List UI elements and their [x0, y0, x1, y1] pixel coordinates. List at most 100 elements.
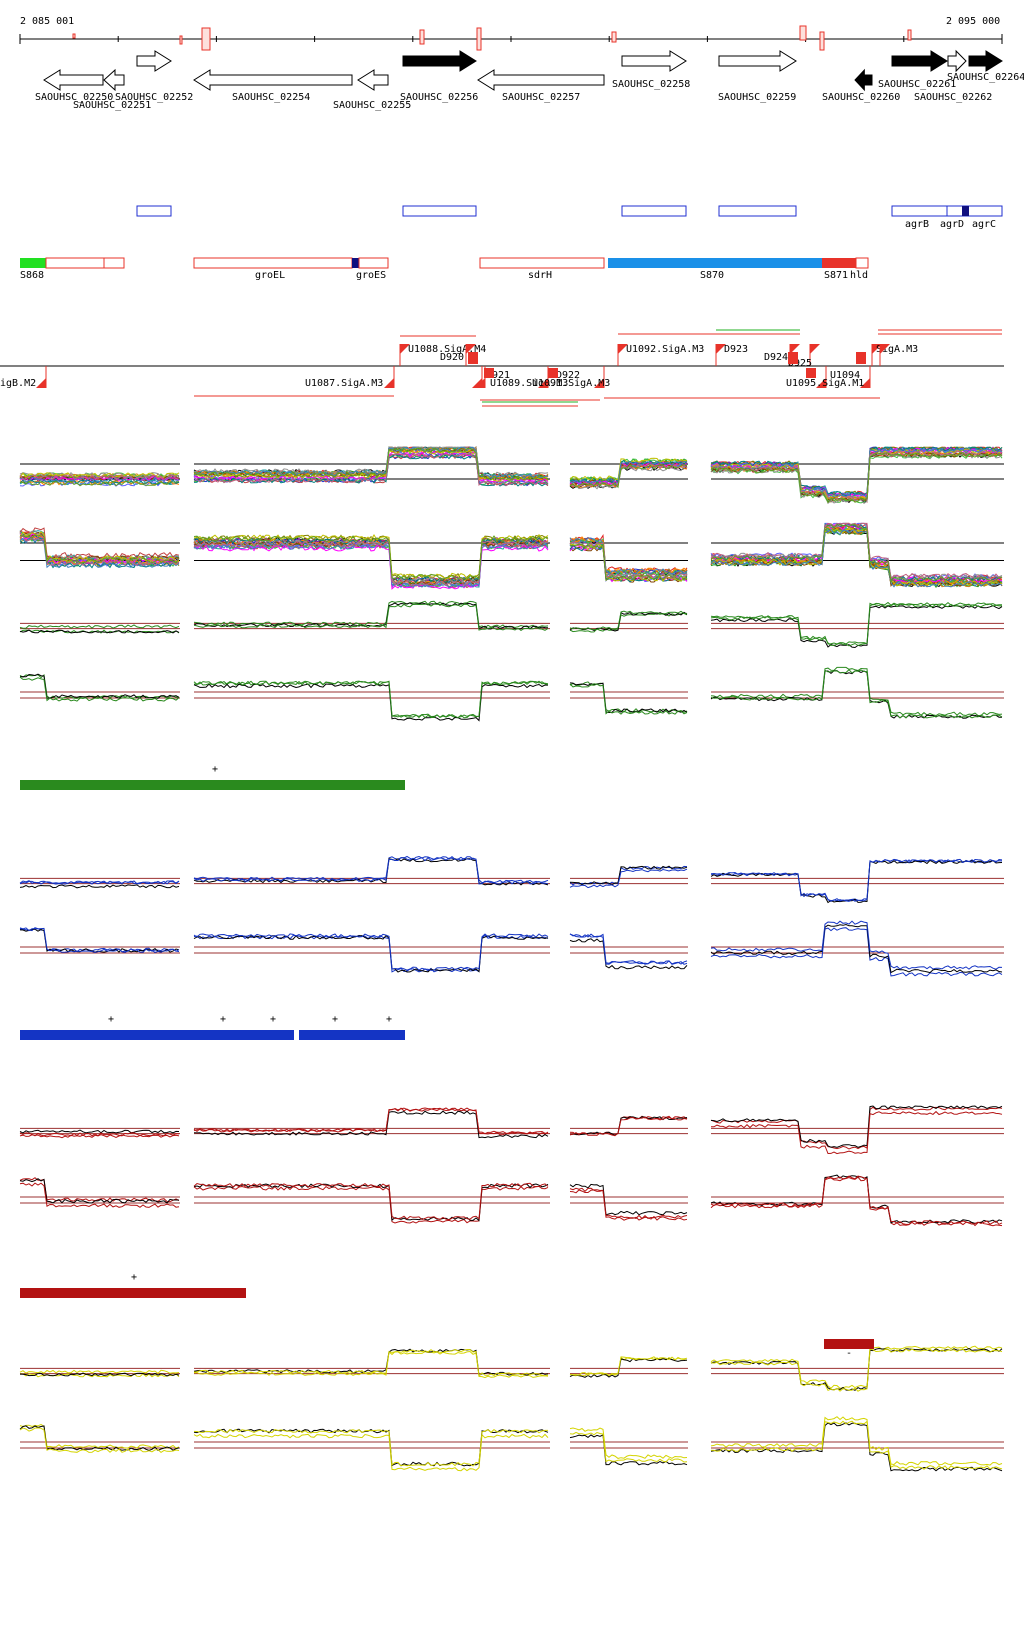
arrow-right-icon — [136, 50, 172, 72]
promoter-flag: U1094 — [816, 366, 860, 388]
terminator-block — [468, 352, 478, 364]
segment-bar — [20, 1288, 246, 1298]
expression-trace — [569, 543, 688, 582]
ruler-rna-mark — [419, 29, 425, 45]
ruler-rna-marks — [72, 25, 912, 51]
expression-trace — [710, 670, 1003, 719]
expression-trace — [710, 859, 1003, 902]
gene-feature: SAOUHSC_02255 — [333, 69, 411, 111]
promoter-label: igB.M2 — [0, 378, 36, 389]
rna-segment — [45, 257, 105, 269]
expression-trace — [569, 865, 688, 886]
expression-trace — [569, 868, 688, 889]
expression-trace — [710, 859, 1003, 904]
arrow-right-icon — [968, 50, 1003, 72]
flag-right-icon — [790, 344, 800, 354]
expression-trace — [569, 1356, 688, 1377]
strand-mark: - — [846, 1348, 852, 1359]
rna-segment-label: S868 — [20, 270, 44, 281]
gene-feature: SAOUHSC_02261 — [878, 50, 956, 90]
expression-trace — [19, 476, 180, 483]
promoter-label: U1094 — [830, 370, 860, 381]
promoter-flag: D923 — [715, 344, 748, 366]
expression-trace — [193, 934, 549, 973]
promoter-label: U1087.SigA.M3 — [305, 378, 383, 389]
expression-trace — [710, 1347, 1003, 1391]
segment-bar — [20, 1030, 294, 1040]
expression-trace — [193, 683, 549, 722]
expression-trace — [710, 450, 1003, 502]
expression-trace — [710, 1110, 1003, 1155]
terminator-block — [856, 352, 866, 364]
rna-segment-label: hld — [850, 270, 868, 281]
promoter-label: D925 — [788, 358, 812, 369]
rna-segment-label: sdrH — [528, 270, 552, 281]
expression-trace — [569, 938, 688, 970]
strand-mark: + — [270, 1014, 276, 1025]
arrow-left-icon — [477, 69, 605, 91]
rna-segment — [855, 257, 869, 269]
expression-trace — [193, 451, 549, 484]
expression-trace — [710, 1105, 1003, 1148]
expression-trace — [193, 603, 549, 631]
promoter-flag — [879, 344, 890, 366]
promoter-label: D920 — [440, 352, 464, 363]
gene-feature: SAOUHSC_02256 — [400, 50, 478, 103]
ruler-rna-mark — [476, 27, 482, 51]
flag-left-icon — [538, 378, 548, 388]
ruler-rna-mark — [611, 31, 617, 43]
expression-trace — [710, 1416, 1003, 1466]
promoter-label: U1091.SigA.M3 — [532, 378, 610, 389]
regulatory-box — [718, 205, 797, 217]
expression-trace — [193, 543, 549, 589]
flag-right-icon — [618, 344, 628, 354]
expression-trace — [19, 1178, 180, 1204]
expression-trace — [193, 935, 549, 973]
rna-segment-track: S868 groEL groES sdrH S870 S871 hld — [20, 257, 869, 281]
arrow-right-icon — [891, 50, 948, 72]
rna-segment-label: groES — [356, 270, 386, 281]
expression-trace — [710, 522, 1003, 581]
expression-trace — [193, 538, 549, 584]
expression-trace — [710, 1175, 1003, 1225]
flag-left-icon — [816, 378, 826, 388]
expression-trace — [193, 1182, 549, 1221]
gene-label: SAOUHSC_02252 — [115, 92, 193, 103]
rna-segment — [822, 258, 856, 268]
rna-segment — [193, 257, 353, 269]
gene-feature: SAOUHSC_02260 — [822, 68, 900, 103]
promoter-label: D922 — [556, 370, 580, 381]
gene-feature: SAOUHSC_02259 — [718, 50, 797, 103]
regulatory-box — [621, 205, 687, 217]
expression-trace — [19, 534, 180, 564]
expression-trace — [710, 1176, 1003, 1227]
expression-trace — [569, 1116, 688, 1136]
expression-trace — [193, 933, 549, 971]
promoter-label: SigA.M3 — [876, 344, 918, 355]
expression-trace — [19, 472, 180, 478]
expression-trace — [193, 1110, 549, 1139]
expression-trace — [19, 1134, 180, 1139]
rna-segment — [479, 257, 605, 269]
expression-trace — [569, 543, 688, 583]
expression-trace — [569, 1356, 688, 1376]
arrow-right-icon — [402, 50, 477, 72]
terminator-block — [806, 368, 816, 378]
expression-trace — [193, 602, 549, 630]
regulatory-box-filled — [962, 206, 969, 216]
agr-gene-label: agrD — [940, 219, 964, 230]
arrow-left-icon — [193, 69, 353, 91]
expression-trace — [193, 1348, 549, 1377]
expression-trace — [19, 927, 180, 953]
flag-right-icon — [400, 344, 410, 354]
strand-mark: + — [212, 764, 218, 775]
expression-trace — [569, 1116, 688, 1137]
agr-gene-label: agrC — [972, 219, 996, 230]
expression-trace — [193, 1433, 549, 1472]
gene-label: SAOUHSC_02264 — [947, 72, 1024, 83]
promoter-flag: U1092.SigA.M3 — [617, 344, 704, 366]
gene-feature: SAOUHSC_02258 — [612, 50, 690, 90]
arrow-left-icon — [103, 68, 125, 92]
